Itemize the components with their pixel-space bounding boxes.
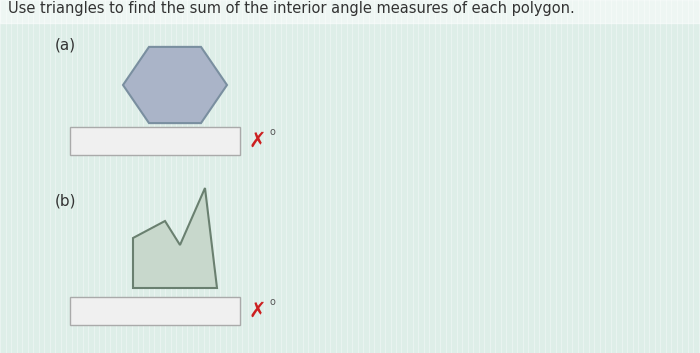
Text: (a): (a): [55, 38, 76, 53]
Polygon shape: [133, 188, 217, 288]
Bar: [70, 297, 240, 325]
Text: ✗: ✗: [249, 301, 267, 321]
Text: ✗: ✗: [249, 131, 267, 151]
Text: o: o: [270, 127, 276, 137]
Bar: [70, 127, 240, 155]
Text: o: o: [270, 297, 276, 307]
Polygon shape: [123, 47, 227, 123]
Text: Use triangles to find the sum of the interior angle measures of each polygon.: Use triangles to find the sum of the int…: [8, 1, 575, 17]
Text: (b): (b): [55, 193, 76, 208]
